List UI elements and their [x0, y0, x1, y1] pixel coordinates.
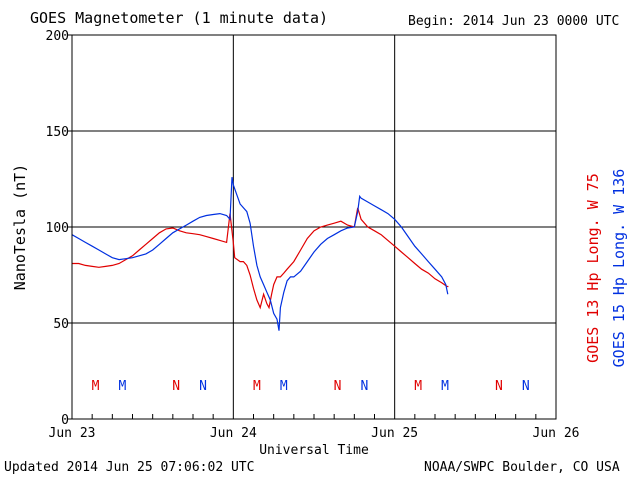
noon-midnight-marker: M [119, 379, 127, 394]
x-axis-label: Universal Time [259, 443, 369, 458]
y-tick-label: 50 [53, 317, 69, 332]
goes15-series-line [71, 177, 449, 331]
noon-midnight-marker: N [172, 379, 180, 394]
noon-midnight-marker: N [361, 379, 369, 394]
series-layer [71, 177, 449, 331]
goes15-legend-label: GOES 15 Hp Long. W 136 [610, 169, 628, 368]
begin-time: Begin: 2014 Jun 23 0000 UTC [408, 14, 620, 29]
grid-layer [72, 35, 556, 419]
y-tick-label: 100 [46, 221, 69, 236]
y-tick-label: 150 [46, 125, 69, 140]
x-tick-label: Jun 25 [371, 426, 418, 441]
chart-title: GOES Magnetometer (1 minute data) [30, 9, 329, 27]
goes13-series-line [72, 207, 449, 310]
noon-midnight-marker: M [441, 379, 449, 394]
x-tick-label: Jun 26 [533, 426, 580, 441]
noon-midnight-marker: M [414, 379, 422, 394]
y-axis-label: NanoTesla (nT) [11, 164, 29, 290]
noon-midnight-marker: N [495, 379, 503, 394]
x-tick-label: Jun 23 [49, 426, 96, 441]
noon-midnight-marker: M [92, 379, 100, 394]
credit-text: NOAA/SWPC Boulder, CO USA [424, 460, 620, 475]
goes13-legend-label: GOES 13 Hp Long. W 75 [584, 173, 602, 363]
noon-midnight-marker: N [334, 379, 342, 394]
noon-midnight-marker: M [280, 379, 288, 394]
y-tick-label: 200 [46, 29, 69, 44]
noon-midnight-marker: N [522, 379, 530, 394]
updated-timestamp: Updated 2014 Jun 25 07:06:02 UTC [4, 460, 255, 475]
y-tick-label: 0 [61, 413, 69, 428]
noon-midnight-marker: N [199, 379, 207, 394]
x-tick-label: Jun 24 [210, 426, 257, 441]
tick-layer: 0 50 100 150 200 Jun 23 Jun 24 Jun 25 Jun 26 [46, 29, 580, 441]
noon-midnight-marker: M [253, 379, 261, 394]
